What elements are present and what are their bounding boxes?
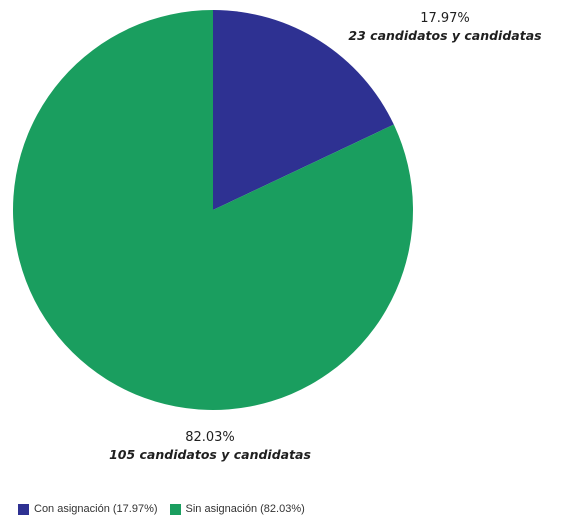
slice-count-sin-asignacion: 105 candidatos y candidatas xyxy=(109,447,311,462)
legend-swatch-sin-asignacion xyxy=(169,503,181,515)
legend-swatch-con-asignacion xyxy=(18,503,29,515)
legend-label-sin-asignacion: Sin asignación (82.03%) xyxy=(185,503,305,515)
legend-label-con-asignacion: Con asignación (17.97%) xyxy=(34,503,158,515)
pie-slice-con-asignacion xyxy=(213,10,394,210)
slice-label-sin-asignacion: 82.03% 105 candidatos y candidatas xyxy=(60,429,360,463)
slice-percent-sin-asignacion: 82.03% xyxy=(185,430,235,445)
slice-percent-con-asignacion: 17.97% xyxy=(420,11,470,26)
chart-legend: Con asignación (17.97%) Sin asignación (… xyxy=(18,503,317,515)
legend-item-sin-asignacion: Sin asignación (82.03%) xyxy=(169,503,305,515)
slice-count-con-asignacion: 23 candidatos y candidatas xyxy=(348,28,542,43)
legend-item-con-asignacion: Con asignación (17.97%) xyxy=(18,503,158,515)
pie-slice-sin-asignacion xyxy=(12,9,413,410)
slice-label-con-asignacion: 17.97% 23 candidatos y candidatas xyxy=(330,10,560,44)
